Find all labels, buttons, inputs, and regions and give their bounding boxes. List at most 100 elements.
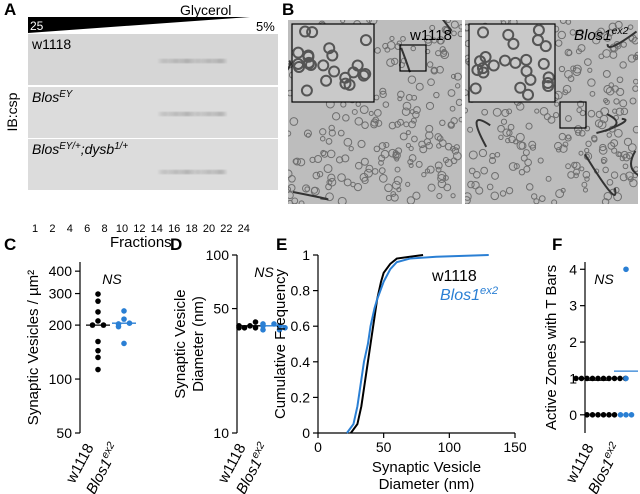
em-vesicle [498, 134, 504, 141]
em-vesicle [616, 87, 625, 97]
em-inset-vesicle [357, 69, 370, 82]
em-vesicle [337, 173, 346, 182]
em-vesicle [507, 123, 515, 131]
em-vesicle [590, 134, 598, 142]
em-vesicle [614, 128, 623, 138]
dot [95, 318, 101, 324]
fraction-number: 2 [49, 223, 55, 235]
em-vesicle [379, 87, 387, 95]
fraction-number: 1 [32, 223, 38, 235]
em-vesicle [633, 166, 638, 173]
em-vesicle [518, 168, 526, 176]
em-vesicle [412, 110, 420, 119]
x-tick-label: 0 [314, 439, 322, 455]
dot [95, 354, 101, 361]
em-vesicle [623, 137, 633, 146]
em-vesicle [415, 160, 423, 168]
cdf-line [346, 254, 489, 434]
em-inset-vesicle [359, 34, 372, 47]
dot [628, 412, 635, 418]
em-vesicle [331, 112, 341, 121]
blot-strip [28, 34, 278, 85]
em-vesicle [405, 130, 411, 136]
em-vesicle [587, 109, 596, 118]
panel-letter: E [276, 235, 287, 254]
text-part: ;dysb [81, 141, 115, 157]
em-inset-vesicle [487, 59, 500, 72]
em-vesicle [392, 151, 401, 160]
em-vesicle [360, 157, 369, 166]
y-tick-label: 10 [213, 425, 229, 441]
em-vesicle [598, 53, 605, 60]
em-vesicle [471, 180, 480, 190]
em-vesicle [419, 145, 428, 154]
em-vesicle [619, 155, 626, 162]
em-vesicle [435, 166, 442, 173]
y-tick-label: 4 [569, 261, 577, 277]
blot-band [170, 112, 182, 116]
em-vesicle [368, 110, 374, 116]
gradient-wedge [28, 17, 250, 33]
y-tick-label: 50 [56, 425, 72, 441]
em-vesicle [325, 192, 334, 202]
em-vesicle [340, 20, 346, 24]
em-vesicle [351, 108, 358, 115]
em-vesicle [613, 192, 622, 202]
em-vesicle [520, 154, 528, 162]
em-vesicle [578, 150, 584, 156]
em-vesicle [457, 30, 462, 38]
lane-label: BlosEY [32, 89, 74, 106]
em-vesicle [632, 125, 638, 134]
em-vesicle [412, 191, 421, 200]
em-vesicle [538, 195, 546, 202]
em-vesicle [597, 120, 607, 130]
em-inset-vesicle [320, 74, 333, 87]
em-vesicle [634, 51, 638, 59]
annotation: NS [102, 271, 122, 287]
em-vesicle [408, 154, 417, 162]
em-vesicle [337, 196, 347, 204]
em-vesicle [562, 89, 569, 96]
em-vesicle [565, 115, 572, 122]
em-vesicle [447, 121, 456, 129]
em-vesicle [572, 161, 581, 170]
em-vesicle [523, 165, 531, 173]
em-vesicle [365, 164, 374, 173]
em-vesicle [582, 187, 589, 193]
em-vesicle [399, 132, 408, 141]
em-vesicle [616, 76, 624, 84]
em-vesicle [524, 158, 532, 167]
dot [95, 298, 101, 304]
em-vesicle [361, 121, 369, 129]
em-vesicle [384, 46, 391, 53]
em-vesicle [533, 198, 540, 204]
em-vesicle [312, 171, 321, 180]
em-vesicle [335, 156, 344, 164]
em-inset-vesicle [306, 26, 319, 39]
em-vesicle [310, 186, 320, 196]
dot [611, 375, 618, 382]
em-inset-vesicle [343, 78, 356, 91]
x-axis-label: Diameter (nm) [379, 476, 475, 493]
antibody-label: IB:csp [4, 92, 20, 131]
em-vesicle [389, 35, 395, 42]
blot-band [170, 170, 182, 174]
em-vesicle [302, 184, 311, 193]
panel-letter: C [4, 235, 16, 254]
em-vesicle [288, 184, 296, 192]
em-vesicle [443, 183, 452, 192]
em-vesicle [410, 117, 417, 124]
em-vesicle [443, 175, 449, 181]
em-vesicle [378, 160, 384, 166]
panel-letter: D [170, 235, 182, 254]
em-vesicle [427, 78, 435, 87]
em-vesicle [439, 119, 446, 127]
em-vesicle [631, 36, 638, 45]
em-vesicle [587, 67, 593, 73]
dot [260, 326, 266, 333]
em-vesicle [467, 180, 475, 189]
em-vesicle [481, 108, 489, 116]
em-vesicle [408, 145, 414, 152]
em-vesicle [453, 72, 462, 81]
em-vesicle [288, 174, 296, 183]
